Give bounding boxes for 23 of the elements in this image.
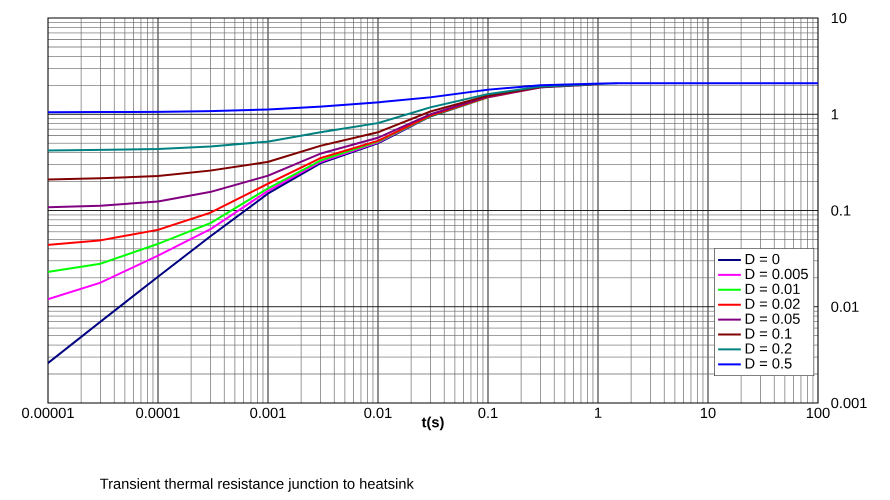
y-tick-label: 0.01 (831, 302, 859, 312)
x-tick-label: 10 (700, 408, 716, 418)
legend-label: D = 0.05 (746, 313, 800, 324)
x-tick-label: 0.01 (364, 408, 392, 418)
x-tick-label: 0.001 (250, 408, 286, 418)
x-tick-label: 0.0001 (136, 408, 180, 418)
legend-label: D = 0.1 (746, 328, 792, 339)
legend-label: D = 0 (746, 254, 780, 264)
y-tick-label: 0.001 (831, 398, 867, 408)
legend-label: D = 0.01 (746, 284, 800, 294)
y-tick-label: 10 (832, 12, 846, 24)
legend-label: D = 0.5 (746, 358, 792, 369)
x-tick-label: 0.1 (478, 408, 498, 418)
x-tick-label: 0.00001 (22, 408, 74, 418)
x-tick-label: 100 (806, 408, 830, 418)
legend-label: D = 0.005 (746, 268, 808, 280)
legend-label: D = 0.02 (746, 298, 800, 309)
legend-label: D = 0.2 (746, 343, 792, 354)
y-tick-label: 1 (832, 109, 838, 120)
text: Transient thermal resistance junction to heatsink (100, 478, 414, 492)
y-tick-label: 0.1 (831, 205, 850, 216)
x-axis-title: t(s) (422, 416, 444, 430)
x-tick-label: 1 (595, 408, 602, 418)
